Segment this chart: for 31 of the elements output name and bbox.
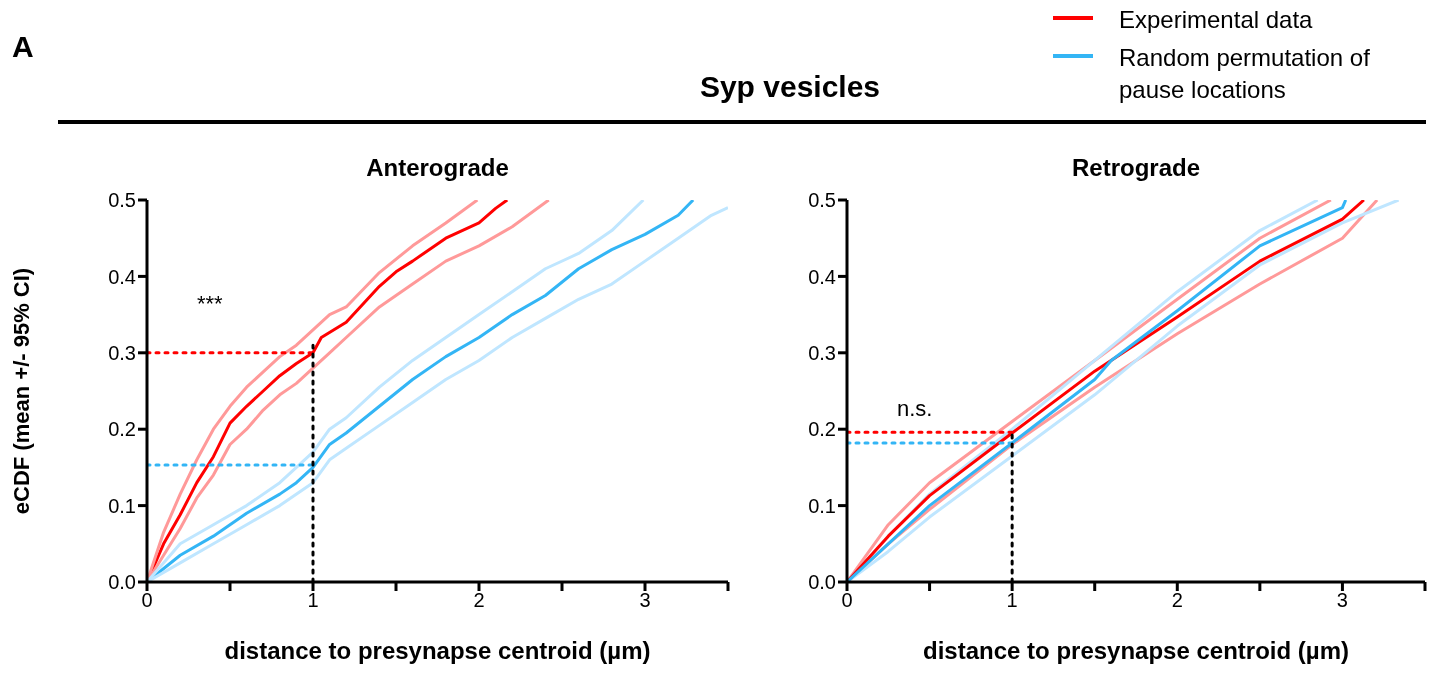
y-tick-label: 0.1: [808, 494, 836, 517]
y-tick-label: 0.5: [808, 189, 836, 212]
y-tick-label: 0.3: [108, 341, 136, 364]
x-axis-title: distance to presynapse centroid (µm): [223, 637, 652, 665]
x-tick-label: 3: [1336, 589, 1348, 612]
chart-title: Anterograde: [365, 154, 510, 182]
legend-label: Experimental data: [1119, 5, 1313, 35]
x-tick-label: 2: [1171, 589, 1183, 612]
y-tick-label: 0.3: [808, 341, 836, 364]
y-tick-label: 0.1: [108, 494, 136, 517]
y-tick-label: 0.2: [808, 418, 836, 441]
text: Syp vesicles: [699, 70, 881, 103]
y-tick-label: 0.0: [108, 571, 136, 594]
x-tick-label: 2: [473, 589, 485, 612]
y-tick-label: 0.5: [108, 189, 136, 212]
text: A: [12, 30, 34, 64]
x-tick-label: 0: [841, 589, 853, 612]
x-tick-label: 0: [141, 589, 153, 612]
x-tick-label: 3: [639, 589, 651, 612]
y-axis-title: eCDF (mean +/- 95% CI): [9, 267, 35, 515]
y-tick-label: 0.0: [808, 571, 836, 594]
legend-label: Random permutation of pause locations: [1119, 43, 1371, 105]
y-tick-label: 0.2: [108, 418, 136, 441]
x-tick-label: 1: [307, 589, 319, 612]
chart-title: Retrograde: [1071, 154, 1201, 182]
y-tick-label: 0.4: [808, 265, 836, 288]
x-axis-title: distance to presynapse centroid (µm): [922, 637, 1350, 665]
annotation: n.s.: [897, 396, 933, 422]
annotation: ***: [197, 291, 223, 317]
y-tick-label: 0.4: [108, 265, 136, 288]
x-tick-label: 1: [1006, 589, 1018, 612]
